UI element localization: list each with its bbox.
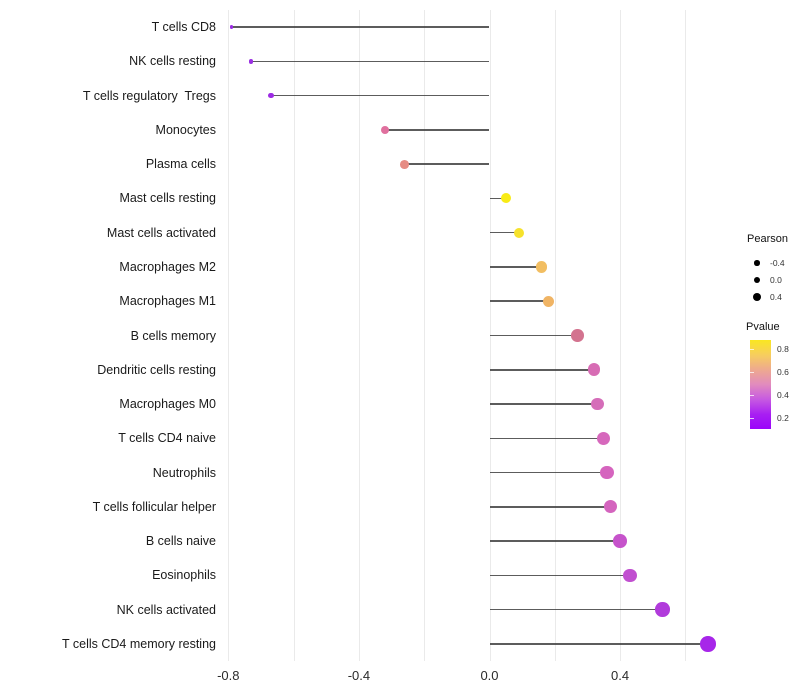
gridline [293,10,295,661]
y-axis-label: T cells follicular helper [92,499,216,514]
gridline [424,10,426,661]
data-point [267,92,274,99]
y-axis-label: Plasma cells [145,157,216,172]
stem [404,163,490,165]
size-legend-dot [752,292,762,302]
colorbar-tick [750,372,754,374]
stem [489,334,578,337]
y-axis-label: Dendritic cells resting [97,362,216,377]
data-point [500,193,511,204]
gridline [620,10,622,661]
y-axis-label: Neutrophils [152,465,216,480]
data-point [603,500,617,514]
stem [489,197,506,200]
y-axis-label: T cells CD4 memory resting [62,636,216,651]
stem [489,369,594,371]
size-legend-label: -0.4 [770,258,785,268]
stem [231,26,490,28]
y-axis-label: Eosinophils [152,568,216,583]
data-point [700,636,717,652]
data-point [623,568,637,583]
stem [489,231,519,234]
stem [489,300,549,302]
gridline [228,10,230,661]
size-legend-dot [754,260,760,266]
data-point [597,431,611,445]
pvalue-colorbar [750,340,771,429]
stem [385,129,490,131]
stem [489,643,709,645]
data-point [600,465,614,480]
colorbar-tick-label: 0.2 [777,413,789,423]
y-axis-label: Monocytes [155,122,216,137]
data-point [400,159,409,169]
colorbar-tick [750,395,754,397]
y-axis-label: Mast cells resting [119,191,216,206]
colorbar-tick-label: 0.4 [777,390,789,400]
data-point [655,602,670,617]
stem [489,506,611,508]
data-point [536,261,548,273]
stem [489,608,663,611]
stem [270,94,490,97]
stem [489,437,604,440]
data-point [587,363,601,377]
size-legend-title: Pearson [747,233,788,245]
size-legend-label: 0.4 [770,292,782,302]
y-axis-label: B cells naive [145,534,216,549]
x-tick-label: -0.8 [217,668,240,683]
gridline [358,10,360,661]
y-axis-label: Mast cells activated [106,225,216,240]
y-axis-label: T cells CD8 [151,20,216,35]
colorbar-tick [750,349,754,351]
stem [251,60,490,63]
size-legend-dot [753,276,761,284]
colorbar-tick-label: 0.8 [777,344,789,354]
x-tick-label: -0.4 [347,668,371,683]
stem [489,540,621,542]
stem [489,266,542,268]
stem [489,403,598,405]
y-axis-label: B cells memory [130,328,216,343]
y-axis-label: NK cells resting [129,54,216,69]
colorbar-tick [750,418,754,420]
stem [489,471,608,474]
y-axis-label: NK cells activated [116,602,216,617]
y-axis-label: T cells regulatory Tregs [82,88,216,103]
x-tick-label: 0.4 [611,668,630,683]
data-point [380,125,390,135]
stem [489,574,630,577]
data-point [590,397,604,411]
y-axis-label: T cells CD4 naive [118,431,216,446]
colorbar-legend-title: Pvalue [746,321,780,333]
colorbar-tick-label: 0.6 [777,367,789,377]
data-point [613,534,627,548]
y-axis-label: Macrophages M0 [119,397,216,412]
data-point [229,25,234,29]
data-point [542,295,554,307]
data-point [248,59,254,64]
gridline [685,10,687,661]
data-point [513,227,525,238]
y-axis-label: Macrophages M1 [119,294,216,309]
x-tick-label: 0.0 [480,668,499,683]
y-axis-label: Macrophages M2 [119,259,216,274]
data-point [571,329,584,342]
size-legend-label: 0.0 [770,275,782,285]
